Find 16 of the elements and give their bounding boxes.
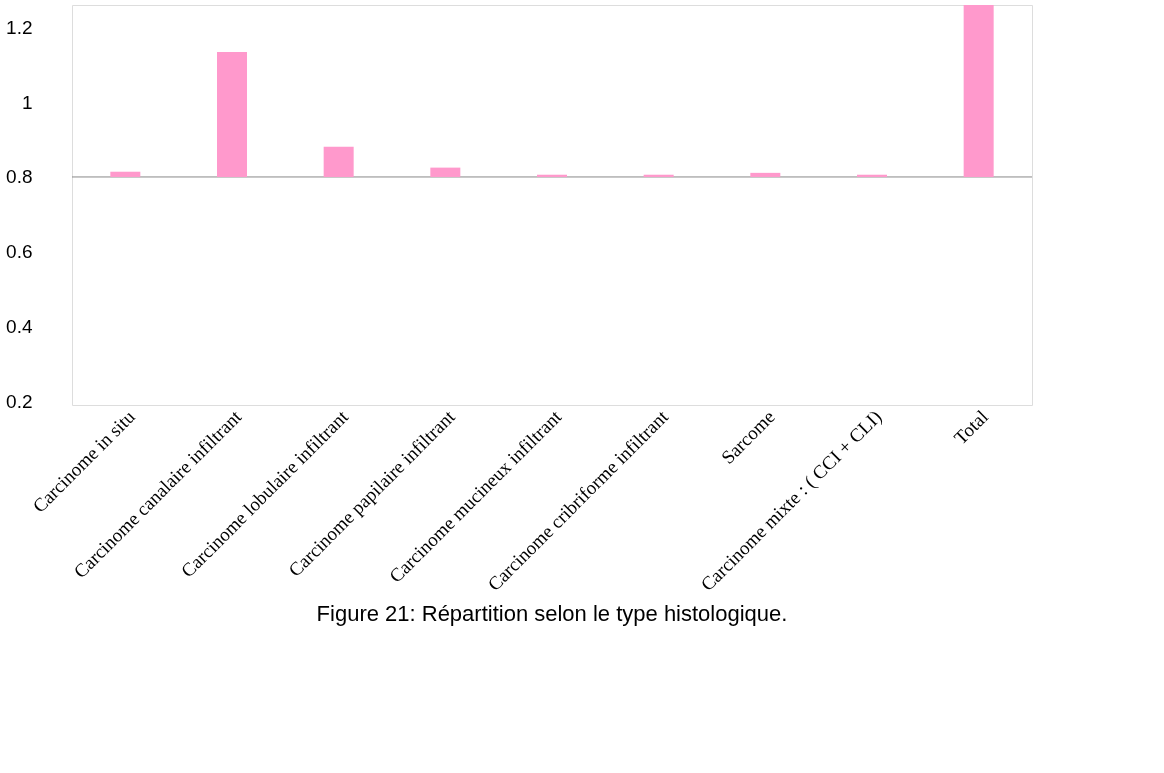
- bar: [857, 174, 887, 177]
- bar: [323, 146, 354, 177]
- text: Figure 21: Répartition selon le type histologique.: [316, 601, 788, 627]
- bar: [643, 174, 674, 177]
- y-tick-label: 0.2: [6, 390, 33, 412]
- y-tick-label: 1.2: [6, 16, 33, 38]
- bar: [963, 5, 994, 177]
- y-tick-label: 0.6: [6, 241, 33, 263]
- y-tick-label: 1: [21, 91, 33, 113]
- bar: [217, 52, 247, 177]
- bar: [537, 174, 567, 177]
- y-tick-label: 0.4: [6, 316, 33, 337]
- bar: [110, 171, 141, 177]
- bar: [750, 172, 781, 177]
- y-tick-label: 0.8: [6, 166, 33, 188]
- bar: [430, 167, 461, 177]
